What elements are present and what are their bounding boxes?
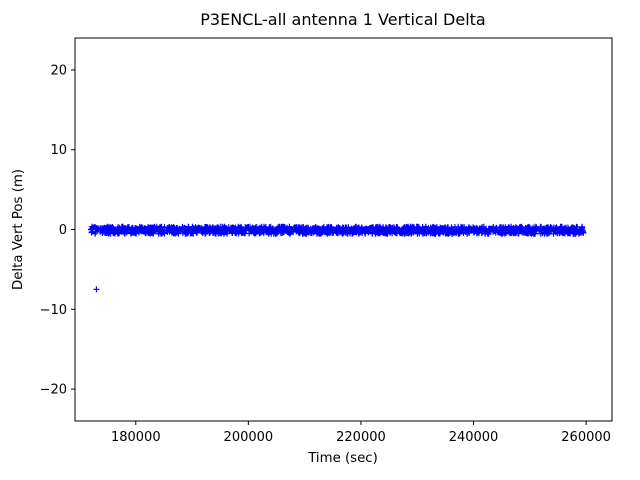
x-tick-label: 200000 xyxy=(224,430,274,445)
y-tick-label: 10 xyxy=(50,143,67,158)
chart-title: P3ENCL-all antenna 1 Vertical Delta xyxy=(200,10,485,29)
data-points xyxy=(87,223,587,293)
y-tick-label: 0 xyxy=(59,223,67,238)
scatter-plus-markers xyxy=(87,223,587,293)
y-tick-label: 20 xyxy=(50,63,67,78)
y-tick-label: −10 xyxy=(40,303,67,318)
x-tick-label: 240000 xyxy=(449,430,499,445)
x-axis-label: Time (sec) xyxy=(307,451,378,466)
y-axis-ticks: −20 −10 0 10 20 xyxy=(40,63,75,398)
x-tick-label: 220000 xyxy=(336,430,386,445)
y-axis-label: Delta Vert Pos (m) xyxy=(11,169,26,290)
x-tick-label: 260000 xyxy=(561,430,611,445)
y-tick-label: −20 xyxy=(40,383,67,398)
x-tick-label: 180000 xyxy=(111,430,161,445)
x-axis-ticks: 180000 200000 220000 240000 260000 xyxy=(111,421,611,445)
